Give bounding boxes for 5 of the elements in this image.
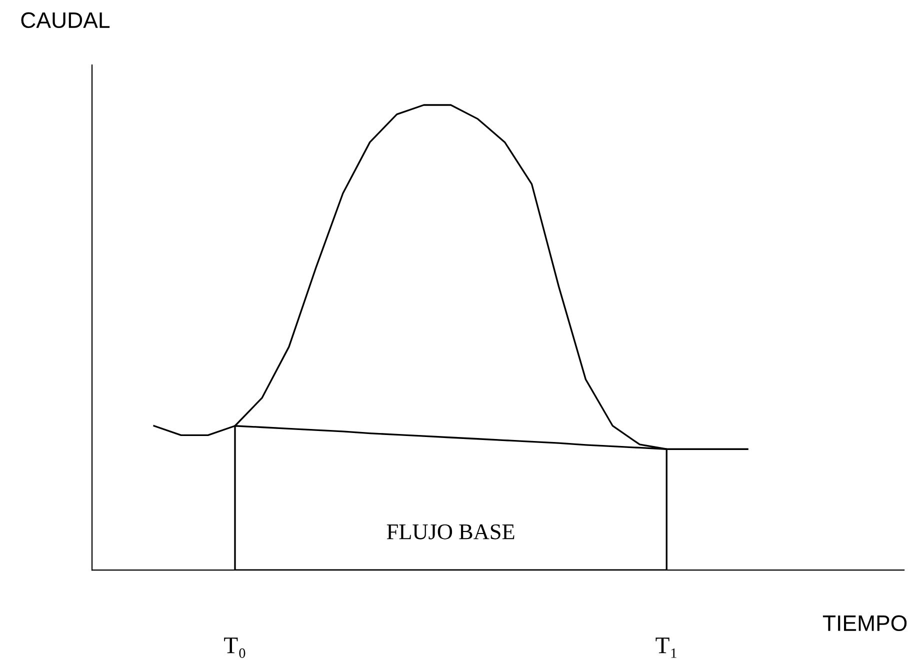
annotation: FLUJO BASE: [386, 524, 514, 540]
x-tick-label: T₁: [656, 638, 676, 658]
y-axis-title: CAUDAL: [21, 12, 110, 28]
x-tick-label: T₀: [224, 638, 246, 658]
x-axis-title: TIEMPO: [822, 615, 907, 632]
